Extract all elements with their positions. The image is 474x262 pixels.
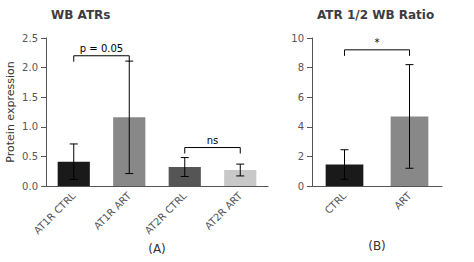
svg-text:1.5: 1.5: [22, 92, 38, 103]
svg-text:4: 4: [298, 121, 304, 132]
svg-text:CTRL: CTRL: [323, 190, 349, 216]
svg-text:AT1R ART: AT1R ART: [92, 189, 134, 231]
svg-text:8: 8: [298, 62, 304, 73]
svg-text:WB ATRs: WB ATRs: [51, 8, 110, 22]
svg-text:AT2R CTRL: AT2R CTRL: [143, 190, 189, 236]
svg-text:p = 0.05: p = 0.05: [80, 43, 123, 54]
svg-text:*: *: [375, 37, 380, 48]
svg-text:0: 0: [298, 181, 304, 192]
svg-text:0.5: 0.5: [22, 151, 38, 162]
svg-text:(B): (B): [368, 239, 386, 253]
svg-text:2.5: 2.5: [22, 33, 38, 44]
svg-text:AT2R ART: AT2R ART: [203, 189, 245, 231]
svg-text:ATR 1/2 WB Ratio: ATR 1/2 WB Ratio: [317, 8, 434, 22]
svg-text:10: 10: [291, 33, 304, 44]
svg-text:2.0: 2.0: [22, 62, 38, 73]
svg-text:2: 2: [298, 151, 304, 162]
svg-text:1.0: 1.0: [22, 121, 38, 132]
svg-text:ART: ART: [392, 189, 414, 211]
svg-text:ns: ns: [207, 135, 219, 146]
svg-text:0.0: 0.0: [22, 181, 38, 192]
svg-text:AT1R CTRL: AT1R CTRL: [32, 190, 78, 236]
svg-text:6: 6: [298, 92, 304, 103]
svg-text:(A): (A): [148, 242, 166, 256]
svg-text:Protein expression: Protein expression: [4, 61, 17, 162]
